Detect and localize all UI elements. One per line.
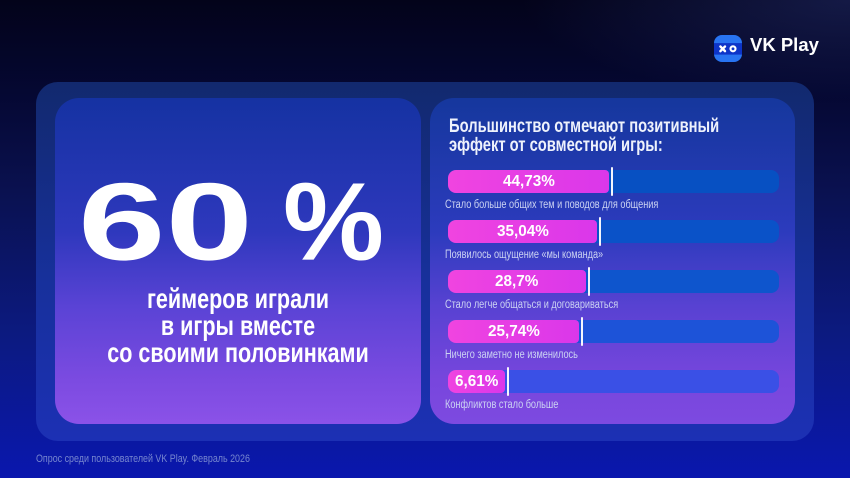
svg-text:60: 60 — [78, 178, 253, 268]
svg-text:%: % — [283, 178, 384, 268]
